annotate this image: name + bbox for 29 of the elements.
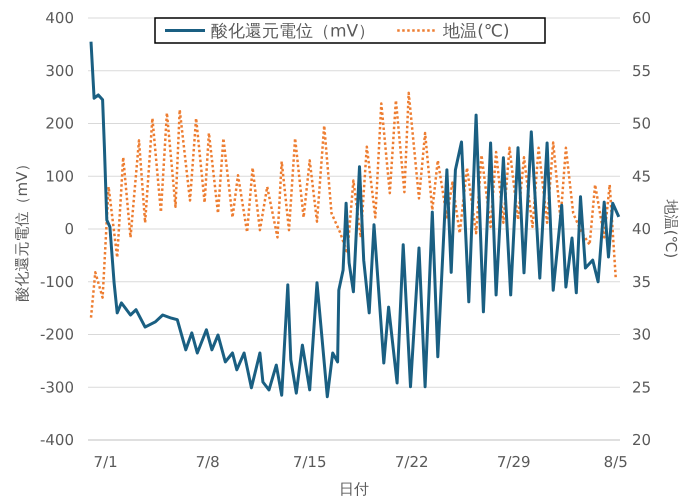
- x-axis-title: 日付: [339, 480, 369, 498]
- x-tick-label: 7/15: [292, 453, 327, 471]
- y-axis-title: 酸化還元電位（mV）: [13, 156, 31, 302]
- x-tick-label: 8/5: [604, 453, 628, 471]
- y-tick-label: 100: [45, 167, 74, 186]
- y2-axis-title: 地温(℃): [662, 198, 680, 258]
- y-tick-label: -300: [40, 378, 74, 396]
- y2-tick-label: 25: [632, 378, 652, 396]
- y2-tick-label: 20: [632, 431, 652, 449]
- y-tick-label: -200: [40, 326, 74, 344]
- x-tick-label: 7/8: [196, 453, 220, 471]
- y2-tick-label: 45: [632, 167, 652, 186]
- x-tick-label: 7/29: [496, 453, 531, 471]
- y2-tick-label: 60: [632, 9, 652, 27]
- legend-label: 地温(℃): [442, 22, 510, 42]
- y2-tick-label: 35: [632, 272, 652, 291]
- legend-label: 酸化還元電位（mV）: [211, 22, 376, 42]
- x-tick-label: 7/1: [94, 453, 118, 471]
- y-tick-label: 400: [45, 9, 74, 27]
- y2-tick-label: 30: [632, 326, 652, 344]
- y-tick-label: 300: [45, 62, 74, 80]
- y2-tick-label: 55: [632, 62, 652, 80]
- y2-tick-label: 50: [632, 114, 652, 132]
- y-tick-label: -400: [40, 431, 74, 449]
- y-tick-label: -100: [40, 272, 74, 291]
- y-tick-label: 0: [64, 220, 74, 238]
- x-tick-label: 7/22: [394, 453, 429, 471]
- y-tick-label: 200: [45, 114, 74, 132]
- y2-tick-label: 40: [632, 220, 652, 238]
